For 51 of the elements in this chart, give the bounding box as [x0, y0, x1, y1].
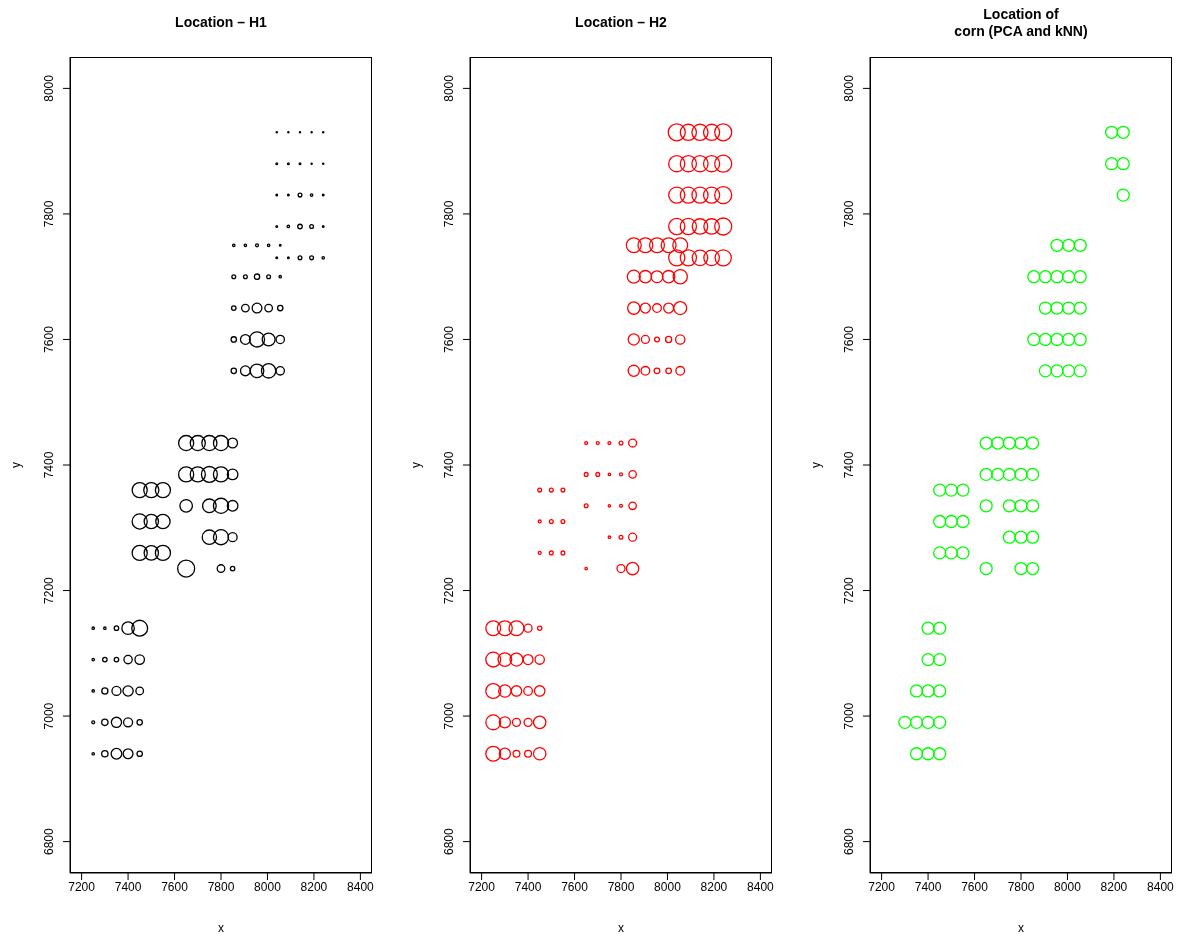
x-tick-label: 8200	[300, 879, 328, 894]
y-tick-label: 8000	[442, 74, 456, 102]
x-axis-title: x	[217, 921, 225, 935]
x-tick-label: 8000	[1054, 879, 1082, 894]
x-axis-title: x	[617, 921, 625, 935]
y-tick-label: 7600	[842, 325, 856, 353]
x-tick-label: 7800	[1007, 879, 1035, 894]
x-tick-label: 8000	[654, 879, 682, 894]
y-tick-label: 8000	[842, 74, 856, 102]
chart-title: Location of corn (PCA and kNN)	[953, 6, 1089, 40]
x-tick-label: 7800	[607, 879, 635, 894]
x-tick-label: 7400	[514, 879, 542, 894]
y-tick-label: 6800	[42, 827, 56, 855]
x-tick-label: 7200	[868, 879, 896, 894]
x-tick-label: 8400	[347, 879, 375, 894]
y-tick-label: 7200	[842, 576, 856, 604]
y-tick-label: 7800	[42, 200, 56, 228]
y-tick-label: 7800	[842, 200, 856, 228]
chart-title: Location – H1	[174, 14, 268, 31]
x-tick-label: 8400	[1147, 879, 1175, 894]
y-tick-label: 7600	[42, 325, 56, 353]
y-tick-label: 7400	[42, 451, 56, 479]
y-tick-label: 7200	[42, 576, 56, 604]
y-axis-title: y	[409, 462, 423, 468]
chart-title: Location – H2	[574, 14, 668, 31]
x-tick-label: 7400	[114, 879, 142, 894]
y-axis-title: y	[9, 462, 23, 468]
x-tick-label: 7600	[961, 879, 989, 894]
x-tick-label: 7600	[161, 879, 189, 894]
y-tick-label: 7000	[842, 702, 856, 730]
x-tick-label: 7200	[68, 879, 96, 894]
y-tick-label: 7000	[442, 702, 456, 730]
y-tick-label: 7000	[42, 702, 56, 730]
y-tick-label: 7200	[442, 576, 456, 604]
y-tick-label: 7800	[442, 200, 456, 228]
y-tick-label: 7400	[442, 451, 456, 479]
y-tick-label: 7600	[442, 325, 456, 353]
x-tick-label: 8400	[747, 879, 775, 894]
y-tick-label: 6800	[442, 827, 456, 855]
x-tick-label: 7400	[914, 879, 942, 894]
x-tick-label: 8000	[254, 879, 282, 894]
x-tick-label: 8200	[1100, 879, 1128, 894]
x-tick-label: 7200	[468, 879, 496, 894]
y-axis-title: y	[809, 462, 823, 468]
y-tick-label: 6800	[842, 827, 856, 855]
y-tick-label: 8000	[42, 74, 56, 102]
x-tick-label: 7800	[207, 879, 235, 894]
x-tick-label: 8200	[700, 879, 728, 894]
x-axis-title: x	[1017, 921, 1025, 935]
x-tick-label: 7600	[561, 879, 589, 894]
y-tick-label: 7400	[842, 451, 856, 479]
